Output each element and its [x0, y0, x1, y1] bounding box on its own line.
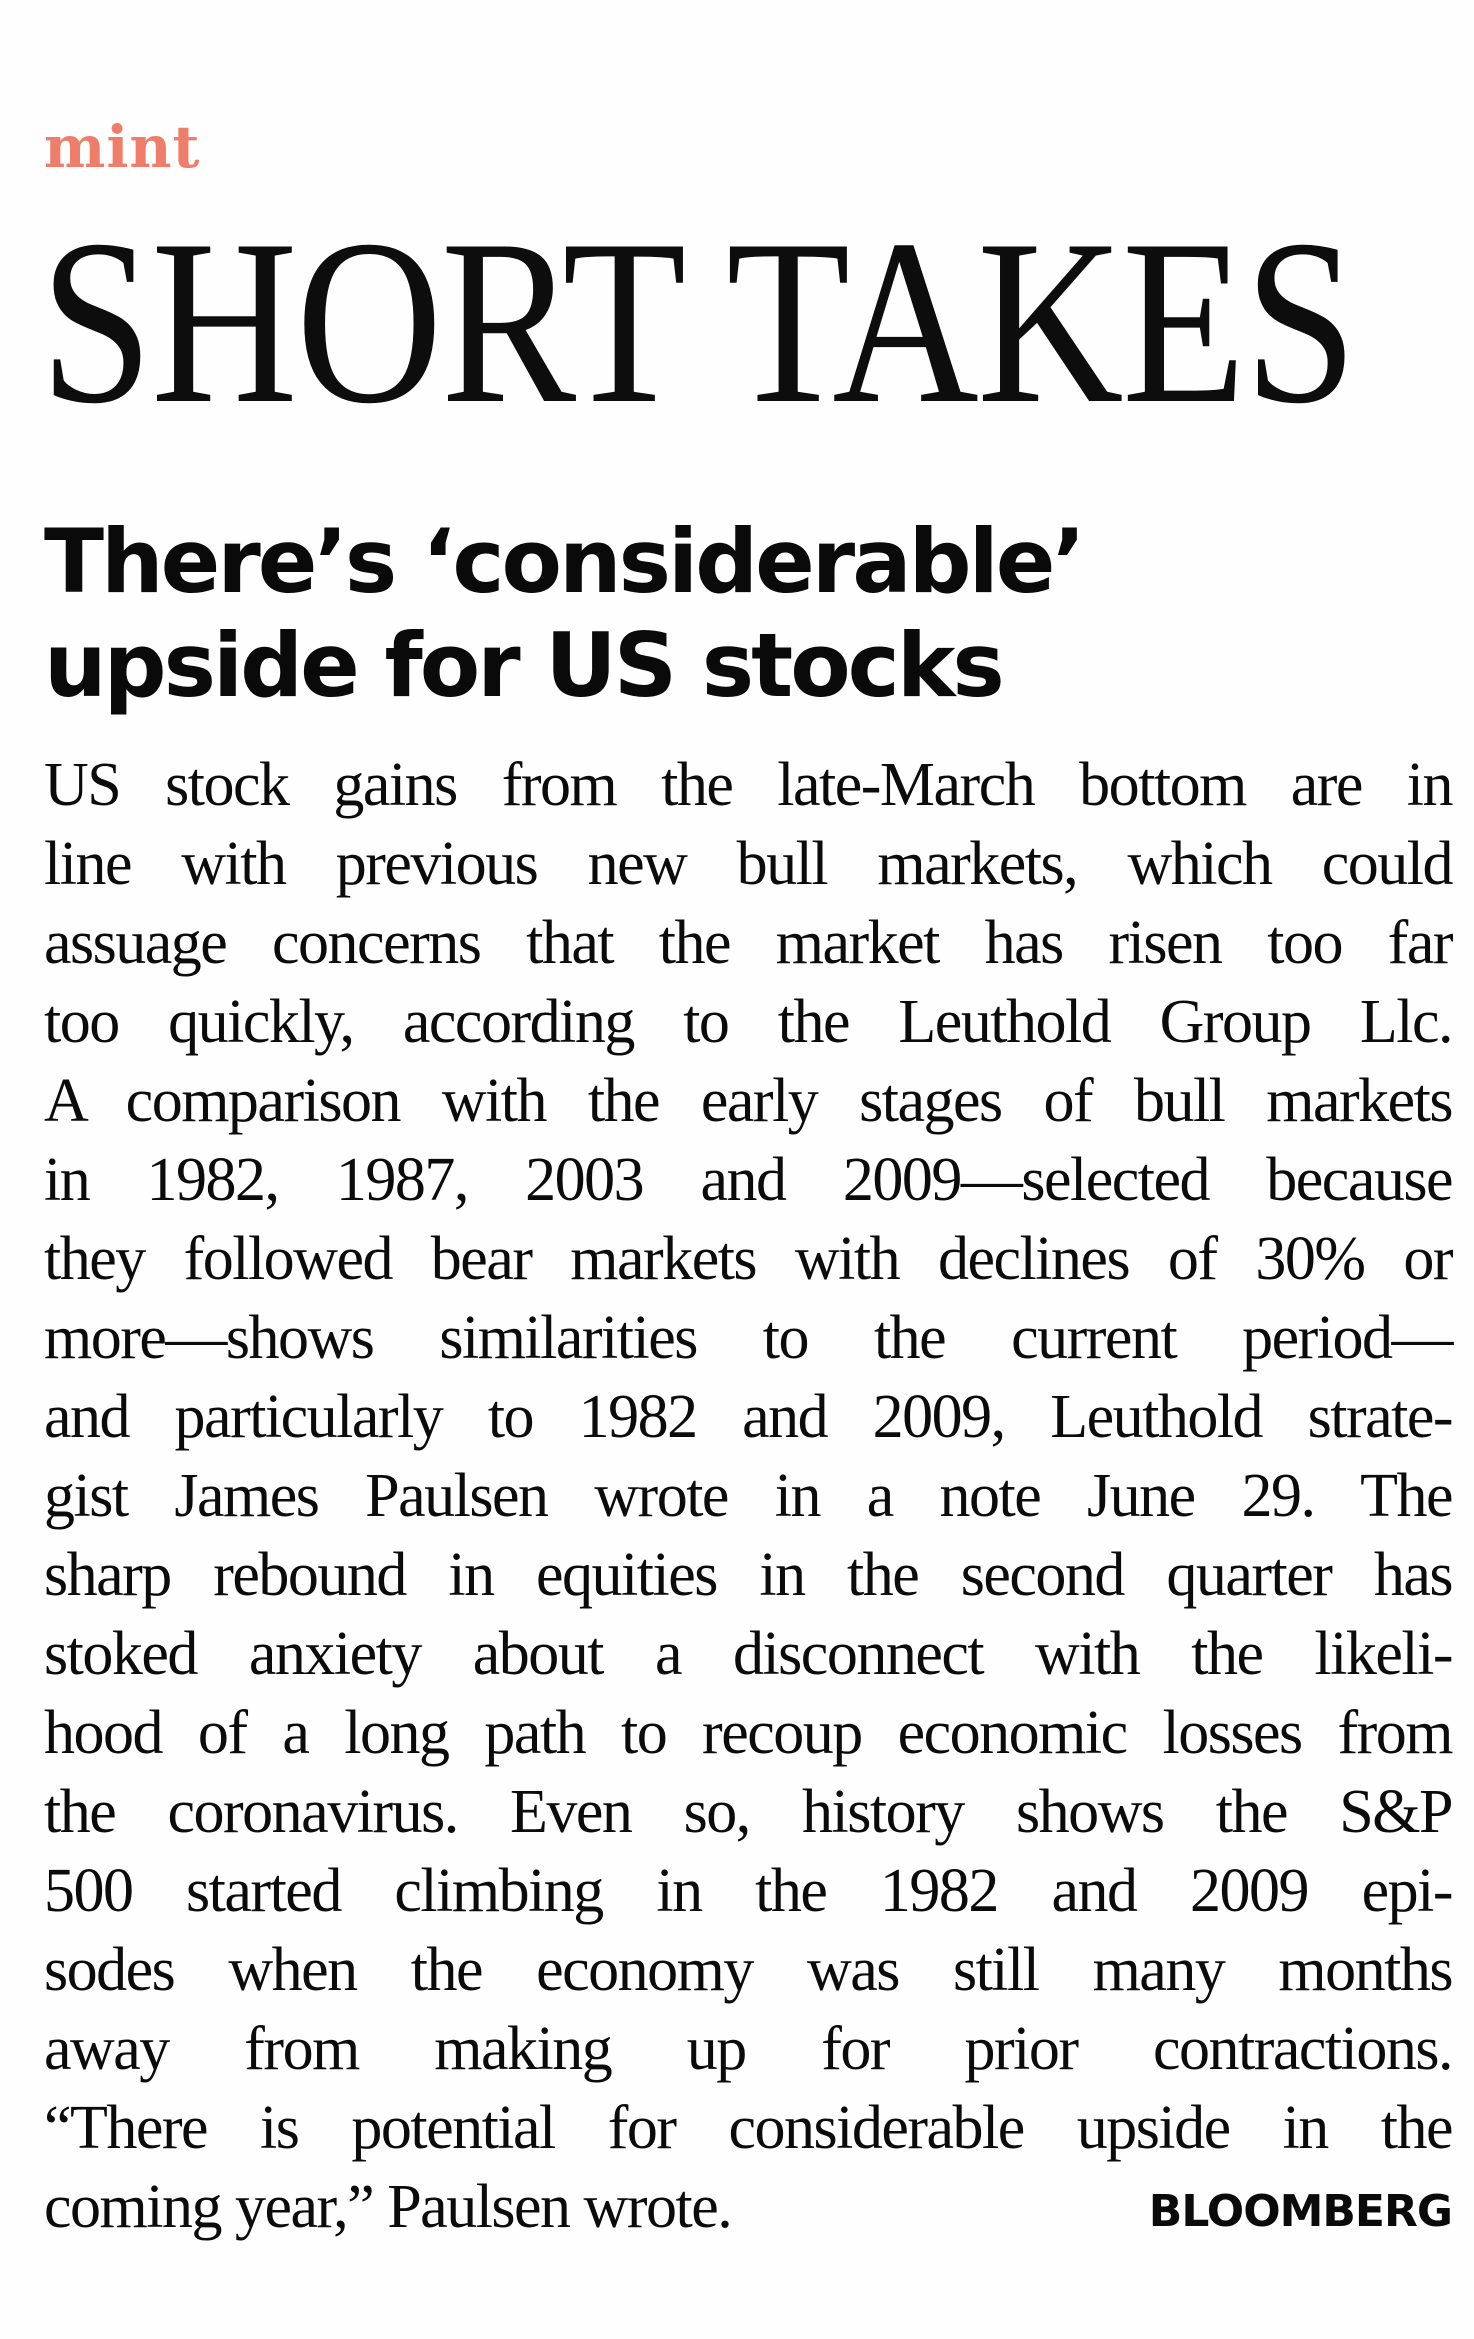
body-line: away from making up for prior contractio…: [44, 2015, 1454, 2083]
body-line: gist James Paulsen wrote in a note June …: [44, 1462, 1454, 1530]
section-title: SHORT TAKES: [40, 192, 1357, 453]
body-line: the coronavirus. Even so, history shows …: [44, 1778, 1454, 1846]
body-line-text: coming year,” Paulsen wrote.: [44, 2173, 733, 2241]
body-line: assuage concerns that the market has ris…: [44, 909, 1454, 977]
headline-line: There’s ‘considerable’: [44, 510, 1086, 613]
body-line: and particularly to 1982 and 2009, Leuth…: [44, 1383, 1454, 1451]
body-line: US stock gains from the late-March botto…: [44, 751, 1454, 819]
article-body: US stock gains from the late-March botto…: [44, 746, 1454, 2247]
source-credit: BLOOMBERG: [1148, 2186, 1453, 2237]
body-line: more—shows similarities to the current p…: [44, 1304, 1454, 1372]
body-line: line with previous new bull markets, whi…: [44, 830, 1454, 898]
body-line: in 1982, 1987, 2003 and 2009—selected be…: [44, 1146, 1454, 1214]
body-line: too quickly, according to the Leuthold G…: [44, 988, 1454, 1056]
body-line: they followed bear markets with declines…: [44, 1225, 1454, 1293]
body-line: sodes when the economy was still many mo…: [44, 1936, 1454, 2004]
body-line: stoked anxiety about a disconnect with t…: [44, 1620, 1454, 1688]
article-headline: There’s ‘considerable’ upside for US sto…: [44, 510, 1244, 718]
body-line: A comparison with the early stages of bu…: [44, 1067, 1454, 1135]
body-line: 500 started climbing in the 1982 and 200…: [44, 1857, 1454, 1925]
body-line: sharp rebound in equities in the second …: [44, 1541, 1454, 1609]
headline-line: upside for US stocks: [44, 614, 1005, 717]
body-line: hood of a long path to recoup economic l…: [44, 1699, 1454, 1767]
body-line: “There is potential for considerable ups…: [44, 2094, 1454, 2162]
mint-logo: mint: [44, 113, 201, 181]
body-line-last: coming year,” Paulsen wrote. BLOOMBERG: [44, 2168, 1453, 2247]
